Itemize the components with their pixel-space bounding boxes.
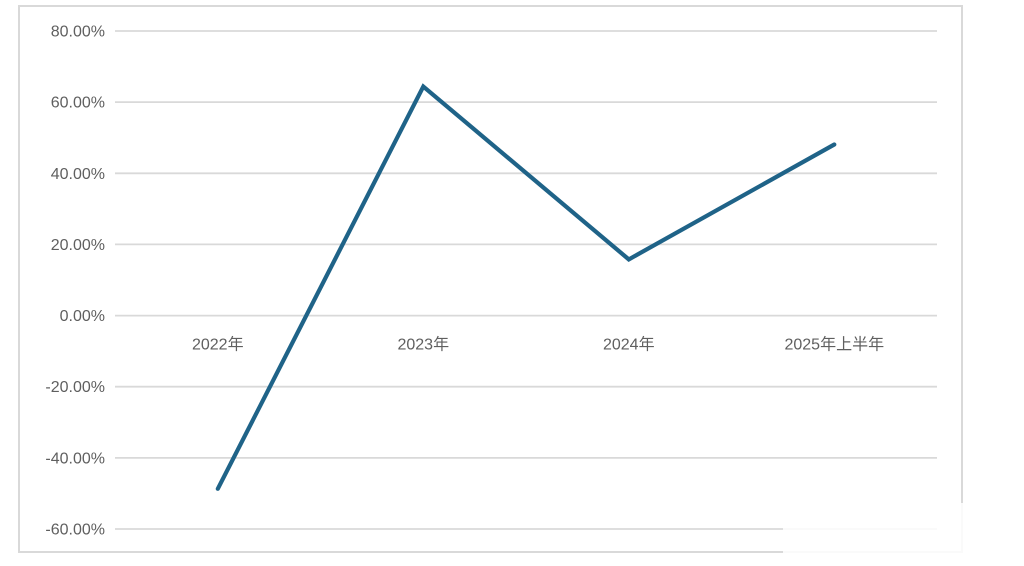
y-axis-tick-label: -20.00% <box>45 379 105 396</box>
y-axis-tick-label: 80.00% <box>51 24 105 41</box>
x-axis-category-label: 2024年 <box>603 336 655 354</box>
chart-border <box>18 5 963 553</box>
data-series-line <box>215 83 837 491</box>
y-axis-tick-label: 40.00% <box>51 166 105 183</box>
y-axis-tick-label: 0.00% <box>60 308 105 325</box>
x-axis-category-label: 2022年 <box>192 336 244 354</box>
y-axis-tick-label: -40.00% <box>45 450 105 467</box>
y-axis-tick-label: -60.00% <box>45 522 105 539</box>
y-axis-tick-label: 60.00% <box>51 95 105 112</box>
x-axis-category-label: 2025年上半年 <box>784 336 884 354</box>
watermark-cover <box>783 503 1024 566</box>
x-axis-category-label: 2023年 <box>397 336 449 354</box>
y-axis-tick-label: 20.00% <box>51 237 105 254</box>
